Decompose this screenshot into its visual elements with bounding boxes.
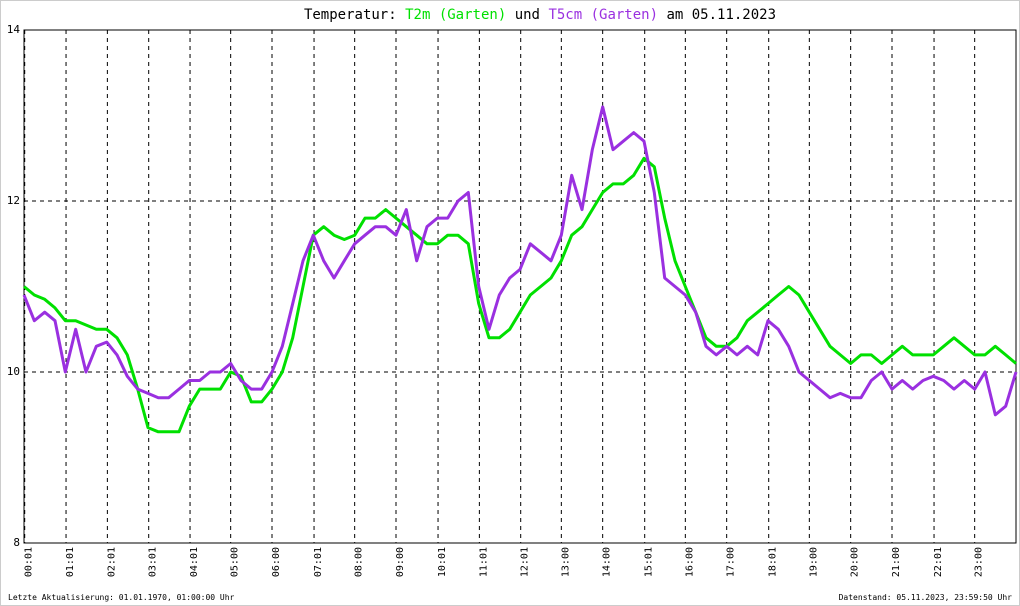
x-tick-label: 11:01 [478,547,489,577]
data-line [22,105,1018,417]
title-connector: und [515,7,540,23]
x-tick-label: 09:00 [395,547,406,577]
y-tick-label: 8 [13,536,20,549]
x-tick-label: 05:00 [230,547,241,577]
x-tick-label: 02:01 [106,547,117,577]
x-tick-label: 00:01 [24,547,35,577]
title-suffix: am 05.11.2023 [666,7,776,23]
x-tick-label: 13:00 [560,547,571,577]
chart-title: Temperatur: T2m (Garten) und T5cm (Garte… [304,7,776,23]
x-tick-label: 06:00 [271,547,282,577]
x-tick-label: 10:01 [437,547,448,577]
x-tick-label: 03:01 [148,547,159,577]
footer-right: Datenstand: 05.11.2023, 23:59:50 Uhr [839,593,1013,602]
title-prefix: Temperatur: [304,7,397,23]
y-tick-label: 12 [7,194,20,207]
x-tick-label: 19:00 [808,547,819,577]
y-tick-label: 10 [7,365,20,378]
data-line [23,156,1017,434]
x-tick-label: 18:01 [768,547,779,577]
x-tick-label: 01:01 [65,547,76,577]
plot-area [24,30,1016,543]
x-tick-label: 16:00 [684,547,695,577]
x-tick-label: 08:00 [354,547,365,577]
x-tick-label: 14:00 [602,547,613,577]
x-tick-label: 20:00 [850,547,861,577]
x-tick-label: 04:01 [189,547,200,577]
x-tick-label: 12:01 [520,547,531,577]
y-tick-label: 14 [7,23,21,36]
footer-left: Letzte Aktualisierung: 01.01.1970, 01:00… [8,593,235,602]
x-tick-label: 15:01 [644,547,655,577]
x-tick-label: 23:00 [974,547,985,577]
x-tick-label: 21:00 [891,547,902,577]
x-tick-label: 22:01 [933,547,944,577]
x-tick-label: 17:00 [726,547,737,577]
legend-entry: T2m (Garten) [405,7,506,23]
x-tick-label: 07:01 [313,547,324,577]
legend-entry: T5cm (Garten) [548,7,658,23]
